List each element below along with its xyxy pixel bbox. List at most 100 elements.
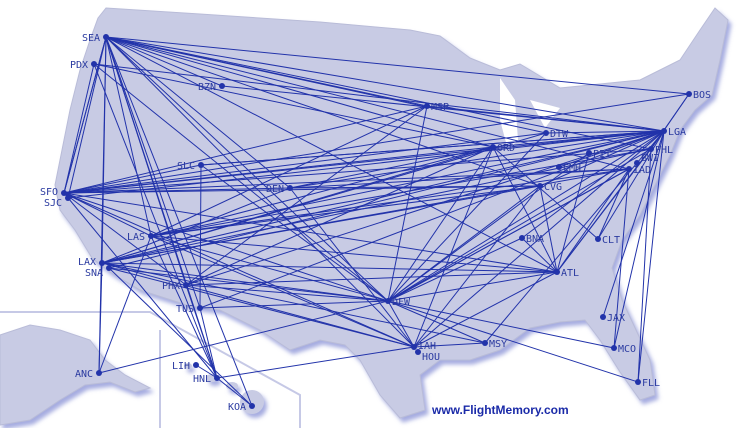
airport-dot[interactable] [65, 195, 71, 201]
route-atl-pit [556, 152, 590, 273]
route-dfw-bna [387, 237, 523, 302]
airport-lga[interactable]: LGA [661, 127, 686, 138]
route-sea-iad [105, 36, 630, 170]
airport-iad[interactable]: IAD [626, 165, 651, 176]
airport-dot[interactable] [103, 34, 109, 40]
airport-dot[interactable] [537, 183, 543, 189]
airport-pdx[interactable]: PDX [70, 60, 97, 71]
airport-dot[interactable] [415, 349, 421, 355]
route-sea-iah [105, 36, 415, 348]
route-lga-iah [413, 130, 665, 348]
airport-dot[interactable] [556, 164, 562, 170]
airport-atl[interactable]: ATL [554, 268, 579, 279]
airport-den[interactable]: DEN [266, 184, 293, 195]
kauai [184, 363, 192, 369]
route-iad-clt [597, 168, 630, 240]
airport-dot[interactable] [424, 103, 430, 109]
airport-dot[interactable] [198, 162, 204, 168]
airport-bos[interactable]: BOS [686, 90, 711, 101]
airport-dot[interactable] [411, 344, 417, 350]
route-phl-atl [556, 148, 652, 273]
airport-cvg[interactable]: CVG [537, 182, 562, 193]
airport-dot[interactable] [543, 130, 549, 136]
airport-msp[interactable]: MSP [424, 102, 449, 113]
airport-dtw[interactable]: DTW [543, 129, 569, 140]
airport-label: SEA [82, 33, 100, 44]
airport-phx[interactable]: PHX [162, 281, 189, 292]
route-sfo-cvg [63, 185, 541, 194]
airport-dot[interactable] [287, 185, 293, 191]
airport-jax[interactable]: JAX [600, 313, 625, 324]
airport-dot[interactable] [626, 166, 632, 172]
airport-dot[interactable] [219, 83, 225, 89]
airport-clt[interactable]: CLT [595, 235, 620, 246]
routes [63, 36, 690, 407]
airport-msy[interactable]: MSY [482, 339, 507, 350]
airport-iah[interactable]: IAH [411, 341, 436, 352]
airport-label: CLT [602, 235, 620, 246]
alaska [0, 324, 152, 426]
airport-dfw[interactable]: DFW [385, 297, 411, 308]
airport-sna[interactable]: SNA [85, 265, 112, 279]
airport-dot[interactable] [600, 314, 606, 320]
airport-dot[interactable] [249, 403, 255, 409]
airport-label: SJC [44, 198, 62, 209]
airport-dot[interactable] [519, 235, 525, 241]
airport-bwi[interactable]: BWI [634, 153, 659, 166]
airport-bna[interactable]: BNA [519, 234, 544, 245]
airport-hnl[interactable]: HNL [193, 374, 220, 385]
airport-koa[interactable]: KOA [228, 402, 255, 413]
airport-dot[interactable] [661, 128, 667, 134]
airport-ord[interactable]: ORD [490, 143, 515, 154]
route-las-dfw [150, 235, 389, 302]
airport-dot[interactable] [91, 61, 97, 67]
airport-dot[interactable] [490, 144, 496, 150]
airport-dot[interactable] [686, 91, 692, 97]
airport-sfo[interactable]: SFO [40, 187, 67, 198]
airport-dot[interactable] [183, 282, 189, 288]
airport-slc[interactable]: SLC [177, 161, 204, 172]
airport-label: IAD [633, 165, 651, 176]
airport-hou[interactable]: HOU [415, 349, 440, 363]
route-atl-bna [521, 237, 558, 273]
watermark[interactable]: www.FlightMemory.com [432, 403, 569, 417]
airport-dot[interactable] [214, 375, 220, 381]
airport-dot[interactable] [586, 150, 592, 156]
airport-fll[interactable]: FLL [635, 378, 660, 389]
airport-dot[interactable] [148, 233, 154, 239]
airport-dot[interactable] [197, 305, 203, 311]
airport-las[interactable]: LAS [127, 232, 154, 243]
airport-dot[interactable] [106, 265, 112, 271]
airport-dot[interactable] [99, 260, 105, 266]
airport-phl[interactable]: PHL [648, 145, 673, 156]
airport-dot[interactable] [634, 160, 640, 166]
airport-dot[interactable] [635, 379, 641, 385]
airport-bzn[interactable]: BZN [198, 82, 225, 93]
airport-cmh[interactable]: CMH [556, 163, 581, 174]
airport-lax[interactable]: LAX [78, 257, 105, 268]
airport-tus[interactable]: TUS [176, 304, 203, 315]
airport-dot[interactable] [648, 146, 654, 152]
airport-lih[interactable]: LIH [172, 361, 199, 372]
airport-label: PHL [655, 145, 673, 156]
airport-sjc[interactable]: SJC [44, 195, 71, 209]
route-dtw-lga [545, 130, 665, 134]
airport-anc[interactable]: ANC [75, 369, 102, 380]
route-atl-cvg [539, 185, 558, 273]
airport-dot[interactable] [482, 340, 488, 346]
airport-dot[interactable] [554, 269, 560, 275]
route-lga-cvg [539, 130, 665, 187]
airport-dot[interactable] [61, 190, 67, 196]
airport-dot[interactable] [193, 362, 199, 368]
airport-dot[interactable] [96, 370, 102, 376]
airport-mco[interactable]: MCO [611, 344, 636, 355]
route-slc-dfw [200, 164, 389, 302]
airport-dot[interactable] [595, 236, 601, 242]
airport-dot[interactable] [611, 345, 617, 351]
airport-pit[interactable]: PIT [586, 149, 611, 160]
airport-sea[interactable]: SEA [82, 33, 109, 44]
route-sea-phl [105, 36, 652, 150]
route-sea-den [105, 36, 291, 189]
airport-dot[interactable] [385, 298, 391, 304]
